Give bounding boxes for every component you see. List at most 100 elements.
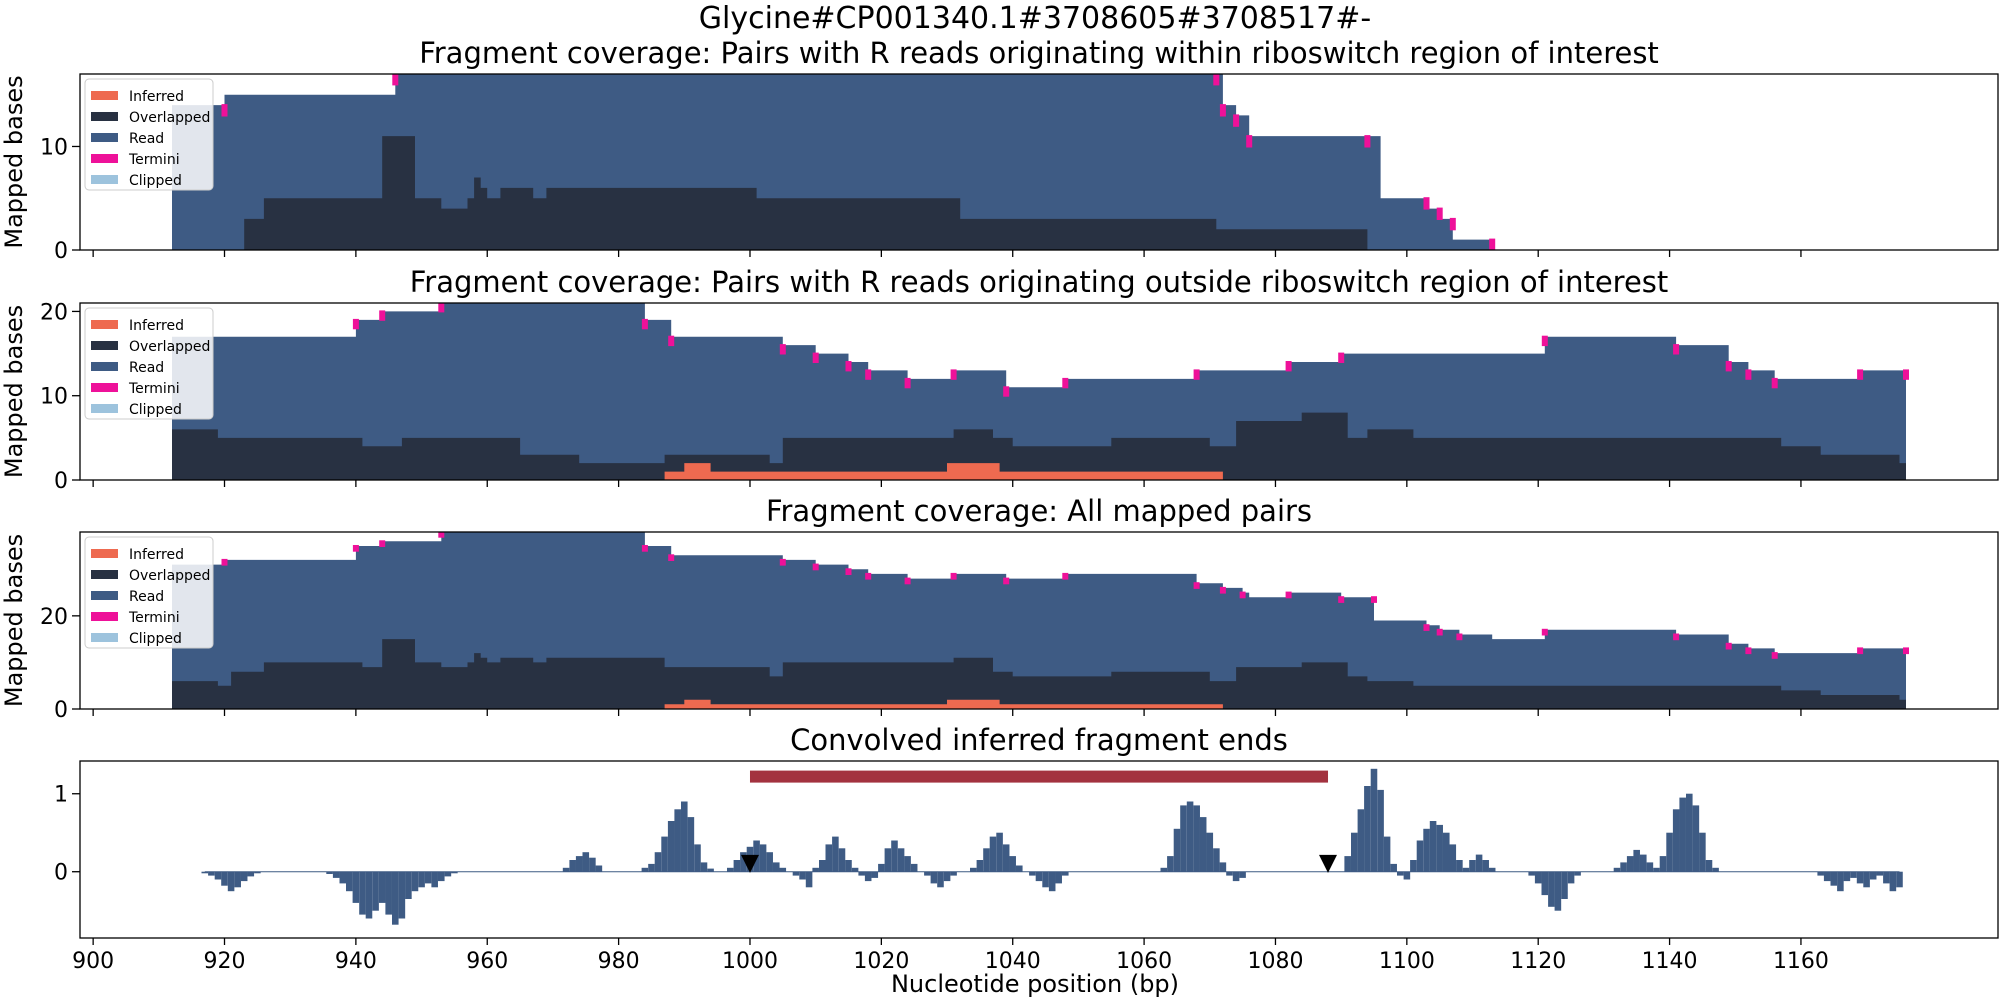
axes-frame [79,760,1999,939]
x-tick-label: 1140 [1642,949,1698,974]
convolved-bar [1823,871,1831,882]
termini-mark [779,344,786,355]
legend-label-clipped: Clipped [129,402,182,418]
convolved-bar [1193,805,1200,872]
termini-mark [1456,633,1463,641]
convolved-bar [674,809,681,872]
convolved-bar [1843,871,1851,882]
termini-mark [1449,217,1456,231]
x-tick-label: 1020 [853,949,909,974]
convolved-bar [562,867,570,872]
convolved-bar [1429,821,1437,872]
convolved-bar [950,871,957,876]
convolved-bar [424,871,432,884]
y-tick-label: 20 [40,605,68,630]
convolved-bar [365,871,373,919]
convolved-bar [832,836,839,872]
convolved-bar [799,871,806,880]
convolved-bar [851,867,859,872]
legend-swatch-overlapped [91,112,118,121]
convolved-bar [431,871,438,888]
convolved-bar [1199,817,1207,872]
termini-mark [1213,74,1220,86]
convolved-bar [1541,871,1549,896]
convolved-bar [976,860,984,872]
panel-title: Fragment coverage: Pairs with R reads or… [410,265,1669,299]
termini-mark [1285,361,1292,372]
convolved-bar [897,848,905,872]
convolved-bar [221,871,228,886]
termini-mark [221,558,228,566]
convolved-bar [1712,867,1719,872]
convolved-bar [418,871,425,888]
convolved-bar [1653,867,1660,872]
y-tick-label: 20 [40,300,68,325]
termini-mark [1857,369,1864,380]
convolved-bar [398,871,406,919]
legend-swatch-clipped [91,175,118,184]
termini-mark [865,369,872,380]
convolved-bar [1029,871,1036,876]
convolved-bar [1462,867,1470,872]
legend: Inferred Overlapped Read Termini Clipped [84,536,214,649]
convolved-bar [582,852,590,872]
convolved-bar [569,860,576,872]
convolved-bar [707,868,714,872]
termini-mark [950,572,957,580]
x-tick-label: 900 [72,949,114,974]
convolved-bar [1173,828,1181,872]
y-axis-label: Mapped bases [0,305,28,478]
legend-swatch-read [91,133,118,142]
convolved-bar [1456,860,1463,872]
coverage-overlapped [172,639,1906,709]
convolved-bar [1206,832,1214,872]
panel-1: Fragment coverage: Pairs with R reads or… [0,36,1999,264]
convolved-bar [1055,871,1062,884]
convolved-bar [1403,871,1411,880]
axes-frame [79,302,1999,481]
legend-label-read: Read [129,131,164,147]
convolved-bar [687,817,695,872]
x-tick-label: 920 [204,949,246,974]
convolved-bar [1390,863,1397,872]
convolved-bar [595,865,603,872]
convolved-bar [1357,809,1365,872]
termini-mark [221,104,228,117]
convolved-bar [845,860,852,872]
convolved-bar [1659,856,1667,872]
x-tick-label: 980 [598,949,640,974]
convolved-bar [1482,860,1489,872]
termini-mark [668,554,675,561]
convolved-bar [1817,871,1824,876]
legend-label-inferred: Inferred [129,318,184,334]
convolved-bar [700,862,708,872]
plot-area [172,74,1496,250]
convolved-bar [805,871,813,888]
convolved-bar [1863,871,1870,888]
axes-frame [79,531,1999,710]
termini-mark [1371,596,1377,603]
y-tick-label: 0 [54,239,68,264]
convolved-bar [878,863,885,872]
convolved-bar [996,832,1003,872]
termini-mark [845,361,852,372]
legend: Inferred Overlapped Read Termini Clipped [84,307,214,420]
coverage-overlapped [172,136,1368,250]
x-tick-label: 1080 [1247,949,1303,974]
convolved-bar [1640,854,1647,872]
convolved-bar [661,836,668,872]
figure-suptitle: Glycine#CP001340.1#3708605#3708517#- [699,1,1371,36]
termini-mark [438,532,445,538]
convolved-bar [1705,860,1713,872]
x-tick-label: 940 [335,949,377,974]
convolved-bar [254,871,261,874]
convolved-bar [372,871,379,911]
convolved-bar [1548,871,1555,907]
termini-mark [865,572,872,580]
convolved-bar [326,871,333,874]
legend-label-clipped: Clipped [129,631,182,647]
convolved-bar [1837,871,1844,892]
convolved-bar [819,860,826,872]
termini-mark [1771,377,1778,389]
panels: Fragment coverage: Pairs with R reads or… [0,36,1999,974]
